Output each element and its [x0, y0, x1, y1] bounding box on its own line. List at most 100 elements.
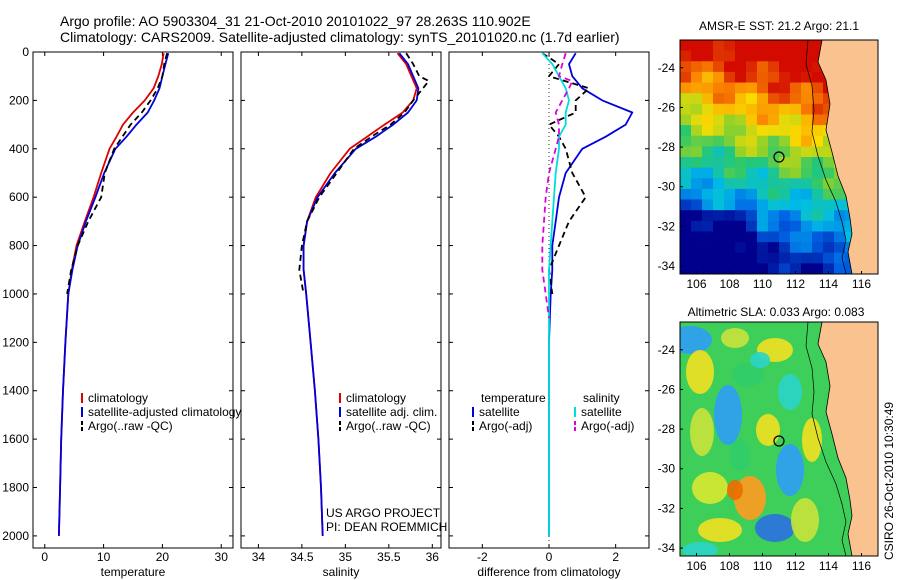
map-y-tick-label: -34 [658, 541, 676, 555]
map-y-tick-label: -26 [658, 382, 676, 396]
sst-cell [834, 242, 846, 254]
sst-cell [713, 135, 725, 147]
sst-cell [691, 220, 703, 232]
sst-cell [790, 188, 802, 201]
sst-cell [823, 188, 835, 201]
sst-cell [768, 242, 780, 254]
sst-cell [757, 220, 769, 232]
credit-project: US ARGO PROJECT [326, 506, 441, 520]
sst-cell [834, 263, 846, 274]
sla-anomaly-blob [721, 328, 749, 348]
sst-cell [746, 135, 758, 147]
sst-cell [735, 93, 747, 105]
series-line-salinity-argo-adj [541, 52, 574, 319]
sst-cell [790, 252, 802, 264]
sst-cell [790, 71, 802, 84]
sla-map-title: Altimetric SLA: 0.033 Argo: 0.083 [688, 305, 865, 319]
y-tick-label: 1200 [2, 335, 29, 349]
sst-cell [724, 82, 736, 94]
sst-cell [735, 167, 747, 179]
sst-cell [801, 103, 813, 115]
sst-cell [812, 199, 824, 211]
sst-cell [757, 146, 769, 158]
sst-cell [702, 178, 714, 190]
sst-cell [812, 103, 824, 115]
sst-cell [735, 199, 747, 211]
sst-cell [779, 231, 791, 243]
sst-cell [790, 167, 802, 179]
sst-cell [768, 40, 780, 52]
sst-cell [691, 40, 703, 52]
sst-cell [713, 188, 725, 201]
x-tick-label: 36 [426, 550, 440, 564]
sst-cell [691, 114, 703, 126]
sst-cell [724, 210, 736, 222]
sst-cell [779, 103, 791, 115]
sst-cell [768, 71, 780, 84]
sst-cell [768, 231, 780, 243]
sst-cell [702, 231, 714, 243]
sst-cell [779, 263, 791, 274]
sst-cell [735, 71, 747, 84]
map-y-tick-label: -28 [658, 140, 676, 154]
sst-cell [746, 167, 758, 179]
sst-cell [757, 93, 769, 105]
sst-cell [746, 178, 758, 190]
series-layer [541, 52, 634, 536]
sst-cell [724, 242, 736, 254]
series-line-temperature-satellite [548, 52, 634, 536]
series-line-salinity-satellite [541, 52, 570, 536]
sst-cell [724, 40, 736, 52]
sst-cell [790, 40, 802, 52]
sst-cell [713, 93, 725, 105]
sst-cell [779, 61, 791, 73]
sst-cell [812, 125, 824, 137]
sst-cell [724, 135, 736, 147]
sst-cell [801, 178, 813, 190]
sst-cell [713, 40, 725, 52]
sla-anomaly-blob [776, 444, 804, 496]
sst-cell [691, 252, 703, 264]
y-tick-label: 1000 [2, 287, 29, 301]
sla-anomaly-blob [698, 518, 742, 542]
sla-anomaly-blob [680, 326, 712, 354]
sst-cell [702, 40, 714, 52]
sst-cell [680, 114, 692, 126]
sst-cell [735, 135, 747, 147]
x-tick-label: 30 [215, 550, 229, 564]
map-y-tick-label: -30 [658, 462, 676, 476]
sst-cell [812, 93, 824, 105]
sst-cell [768, 178, 780, 190]
sst-cell [746, 125, 758, 137]
sst-cell [702, 82, 714, 94]
sst-cell [779, 146, 791, 158]
sst-cell [823, 199, 835, 211]
sst-cell [746, 220, 758, 232]
sst-cell [790, 82, 802, 94]
sst-cell [702, 188, 714, 201]
sst-cell [768, 210, 780, 222]
sst-cell [702, 135, 714, 147]
sla-anomaly-blob [778, 374, 802, 410]
sst-cell [735, 103, 747, 115]
sst-cell [812, 210, 824, 222]
x-axis-label: salinity [323, 565, 360, 579]
sst-cell [691, 125, 703, 137]
map-y-tick-label: -28 [658, 422, 676, 436]
sst-cell [768, 167, 780, 179]
legend-temp-satellite-label: satellite [479, 405, 520, 419]
sst-cell [735, 252, 747, 264]
sst-cell [713, 125, 725, 137]
x-tick-label: 0 [546, 550, 553, 564]
sla-anomaly-blob [727, 480, 743, 500]
sst-cell [702, 167, 714, 179]
sst-cell [680, 242, 692, 254]
sst-cell [790, 50, 802, 62]
sst-cell [746, 50, 758, 62]
sst-cell [713, 231, 725, 243]
sst-cell [757, 242, 769, 254]
sst-cell [801, 40, 813, 52]
sst-cell [801, 263, 813, 274]
sst-cell [812, 178, 824, 190]
sst-cell [812, 242, 824, 254]
